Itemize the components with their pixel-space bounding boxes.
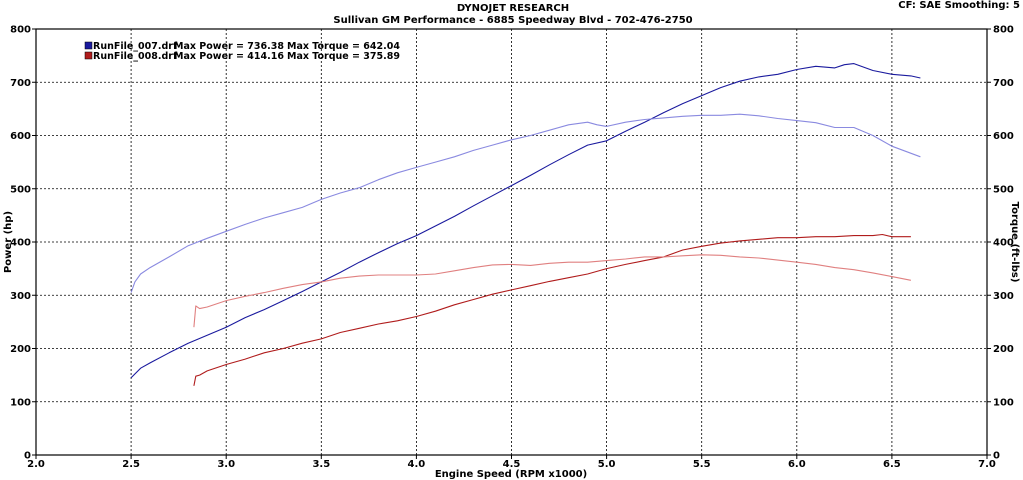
x-axis-label: Engine Speed (RPM x1000) <box>435 469 587 480</box>
x-tick-label: 2.0 <box>27 459 45 470</box>
legend-power-run-008: Max Power = 414.16 <box>174 51 284 62</box>
y-left-tick-label: 200 <box>10 344 31 355</box>
x-tick-label: 5.5 <box>693 459 711 470</box>
x-tick-label: 3.0 <box>217 459 235 470</box>
y-left-tick-label: 100 <box>10 397 31 408</box>
x-tick-label: 3.5 <box>312 459 330 470</box>
y-left-tick-label: 700 <box>10 78 31 89</box>
y-right-tick-label: 600 <box>993 131 1014 142</box>
x-tick-label: 5.0 <box>598 459 616 470</box>
y-right-tick-label: 700 <box>993 78 1014 89</box>
x-axis-ticks: 2.0 2.5 3.0 3.5 4.0 4.5 5.0 5.5 6.0 6.5 7.0 <box>27 455 996 470</box>
y-left-tick-label: 300 <box>10 291 31 302</box>
y-left-tick-label: 600 <box>10 131 31 142</box>
chart-title: DYNOJET RESEARCH <box>457 3 569 14</box>
y-left-tick-label: 400 <box>10 238 31 249</box>
y-left-axis-ticks: 0 100 200 300 400 500 600 700 800 <box>10 25 36 462</box>
y-left-axis-label: Power (hp) <box>3 211 14 273</box>
legend-file-run-007: RunFile_007.drf <box>93 41 178 52</box>
series-line-3 <box>193 233 911 386</box>
y-right-axis-ticks: 0 100 200 300 400 500 600 700 800 <box>987 25 1014 462</box>
series-line-2 <box>130 113 921 293</box>
legend-file-run-008: RunFile_008.drf <box>93 51 178 62</box>
chart-settings: CF: SAE Smoothing: 5 <box>898 0 1020 11</box>
y-right-tick-label: 100 <box>993 397 1014 408</box>
x-tick-label: 4.0 <box>408 459 426 470</box>
x-tick-label: 4.5 <box>503 459 521 470</box>
y-right-tick-label: 500 <box>993 184 1014 195</box>
y-left-tick-label: 0 <box>24 451 31 462</box>
legend-power-run-007: Max Power = 736.38 <box>174 41 284 52</box>
x-tick-label: 6.5 <box>883 459 901 470</box>
y-right-tick-label: 200 <box>993 344 1014 355</box>
legend-swatch-run-007 <box>84 41 93 50</box>
y-right-axis-label: Torque (ft-lbs) <box>1009 202 1020 283</box>
grid <box>36 29 987 455</box>
x-tick-label: 6.0 <box>788 459 806 470</box>
series-line-1 <box>130 63 921 379</box>
x-tick-label: 2.5 <box>122 459 140 470</box>
y-right-tick-label: 800 <box>993 25 1014 36</box>
chart-subtitle: Sullivan GM Performance - 6885 Speedway … <box>333 15 692 26</box>
y-left-tick-label: 800 <box>10 25 31 36</box>
legend-torque-run-008: Max Torque = 375.89 <box>287 51 400 62</box>
series-lines <box>130 63 921 386</box>
legend-swatch-run-008 <box>84 51 93 60</box>
y-right-tick-label: 0 <box>993 451 1000 462</box>
series-line-4 <box>193 254 912 328</box>
y-left-tick-label: 500 <box>10 184 31 195</box>
legend-torque-run-007: Max Torque = 642.04 <box>287 41 400 52</box>
y-right-tick-label: 300 <box>993 291 1014 302</box>
legend: RunFile_007.drf Max Power = 736.38 Max T… <box>84 41 400 62</box>
x-tick-label: 7.0 <box>978 459 996 470</box>
y-right-tick-label: 400 <box>993 238 1014 249</box>
